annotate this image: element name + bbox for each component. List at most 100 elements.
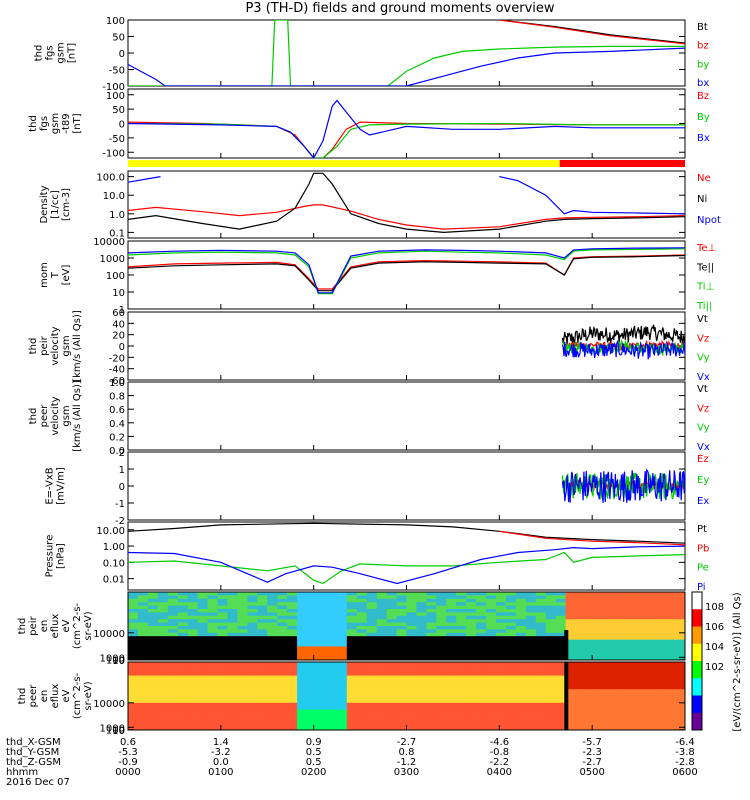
series-density-Npot xyxy=(128,176,685,215)
peir-velocity-ylabel-line: velocity xyxy=(50,326,61,365)
x-axis-value: 0600 xyxy=(672,767,697,778)
peir-velocity-ytick-label: 0 xyxy=(119,342,125,353)
x-axis-value: -3.2 xyxy=(211,747,231,758)
density-frame xyxy=(127,170,686,239)
legend-density-2: Npot xyxy=(697,215,721,226)
legend-peer-velocity-3: Vx xyxy=(697,442,710,453)
peer-velocity-ytick-label: 0.6 xyxy=(109,405,125,416)
panel-temperature: 10000 1000 100 10 1 mom T [eV] Te⊥ Te|| Ti⊥ Ti|| xyxy=(39,237,716,316)
pressure-ytick-label: 0.01 xyxy=(103,575,125,586)
x-axis-value: 0.0 xyxy=(213,757,229,768)
efield-series xyxy=(561,468,685,503)
colorbar-tick-label: 108 xyxy=(705,602,724,613)
colorbar-tick-label: 104 xyxy=(705,642,724,653)
fgs-SM-ylabel-line: gsm xyxy=(50,113,61,134)
legend-density-1: Ni xyxy=(697,194,707,205)
peir-velocity-ylabel-line: thd xyxy=(28,338,39,355)
x-axis-value: -2.7 xyxy=(582,757,602,768)
peir-velocity-ylabel-line: gsm xyxy=(61,335,72,356)
x-axis-value: 0500 xyxy=(579,767,604,778)
peer-velocity-ylabel-line: thd xyxy=(28,408,39,425)
panel-density: 100.0 10.0 1.0 0.1 Density [1/cc] [cm-3] Ne Ni Np… xyxy=(39,170,721,239)
peer-velocity-ytick-label: 0.8 xyxy=(109,392,125,403)
legend-pressure-0: Pt xyxy=(697,524,707,535)
density-ytick-label: 100.0 xyxy=(96,173,125,184)
series-peir-velocity-Vx xyxy=(561,339,685,360)
legend-peer-velocity-1: Vz xyxy=(697,403,709,414)
pressure-ylabel-line: Pressure xyxy=(45,535,56,578)
peer-spectrogram-ylabel-line: sr-eV) xyxy=(83,681,94,710)
colorbar-tick-label: 106 xyxy=(705,622,724,633)
x-axis-value: -3.8 xyxy=(675,747,695,758)
peir-spectrogram-ytick-label: 10 xyxy=(112,656,125,667)
peir-spectrogram-ylabel-line: en xyxy=(39,620,50,633)
legend-peir-velocity-1: Vz xyxy=(697,333,709,344)
density-ylabel-line: [1/cc] xyxy=(50,190,61,219)
temperature-ylabel-line: [eV] xyxy=(61,265,72,286)
legend-efield-2: Ex xyxy=(697,496,709,507)
series-peir-velocity-Vt xyxy=(561,324,685,346)
peir-velocity-series xyxy=(561,324,685,360)
peer-spectrogram-ytick-label: 10 xyxy=(112,726,125,737)
series-fgs-SM-Bx xyxy=(128,99,685,158)
series-fgs-bz xyxy=(499,20,685,45)
colorbar-label: [eV/(cm^2-s-sr-eV)] (All Qs) xyxy=(732,592,743,731)
figure-title: P3 (TH-D) fields and ground moments over… xyxy=(245,1,554,16)
x-axis-value: -0.8 xyxy=(490,747,510,758)
efield-ytick-label: 1 xyxy=(119,465,125,476)
fgs-ylabel-line: gsm xyxy=(56,42,67,63)
peer-velocity-ytick-label: 1.0 xyxy=(109,378,125,389)
temperature-ylabel-line: T xyxy=(50,271,61,279)
peer-spectrogram-ylabel-line: (cm^2-s- xyxy=(72,672,83,719)
peer-velocity-ylabel-line: [km/s (All Qs)] xyxy=(72,380,83,452)
peir-spectrogram-gap-marker xyxy=(564,630,569,660)
legend-fgs-3: bx xyxy=(697,78,709,89)
efield-ytick-label: -2 xyxy=(115,516,125,527)
series-fgs-SM-By xyxy=(128,122,685,158)
fgs-SM-ytick-label: 100 xyxy=(106,91,125,102)
peir-spectrogram-ytick-label: 100 xyxy=(106,656,125,667)
legend-temperature-2: Ti⊥ xyxy=(696,282,714,293)
x-axis-value: 0200 xyxy=(301,767,326,778)
peer-spectrogram-ylabel-line: eflux xyxy=(50,684,61,709)
series-temperature-Te|| xyxy=(128,254,685,292)
fgs-ytick-label: 0 xyxy=(119,49,125,60)
density-series xyxy=(128,172,685,234)
colorbar-segment xyxy=(692,661,702,679)
x-axis-value: -5.7 xyxy=(582,737,602,748)
peir-spectrogram-ytick-label: 10000 xyxy=(93,629,125,640)
legend-fgs-SM-1: By xyxy=(697,112,710,123)
legend-peir-velocity-3: Vx xyxy=(697,372,710,383)
x-axis-value: -4.6 xyxy=(490,737,510,748)
pressure-ytick-label: 0.10 xyxy=(103,558,125,569)
fgs-frame xyxy=(127,19,686,87)
x-axis-value: 0000 xyxy=(115,767,140,778)
peer-spectrogram-ylabel-line: peer xyxy=(28,684,39,708)
fgs-SM-ytick-label: 50 xyxy=(112,105,125,116)
peir-spectrogram-ylabel-line: eV xyxy=(61,619,72,632)
fgs-ytick-label: -50 xyxy=(109,66,125,77)
efield-ylabel-line: E=-VxB xyxy=(45,467,56,504)
colorbar-frame xyxy=(691,591,703,731)
x-axis-value: 0.8 xyxy=(399,747,415,758)
peer-velocity-ylabel-line: velocity xyxy=(50,396,61,435)
series-density-Ni xyxy=(128,172,685,234)
pressure-ytick-label: 10.00 xyxy=(96,526,125,537)
x-axis-value: 0.6 xyxy=(120,737,136,748)
series-temperature-Te⊥ xyxy=(128,254,685,290)
fgs-SM-ylabel-line: -t89 xyxy=(61,113,72,133)
peir-velocity-ylabel-line: [km/s (All Qs)] xyxy=(72,310,83,382)
peir-velocity-ylabel-line: peir xyxy=(39,335,50,355)
peir-spectrogram-ylabel-line: (cm^2-s- xyxy=(72,602,83,649)
fgs-series xyxy=(128,20,685,86)
fgs-ytick-label: 100 xyxy=(106,16,125,27)
legend-density-0: Ne xyxy=(697,173,711,184)
series-temperature-Ti|| xyxy=(128,247,685,294)
legend-pressure-3: Pi xyxy=(697,582,706,593)
peer-velocity-ylabel-line: gsm xyxy=(61,405,72,426)
pressure-series xyxy=(128,522,685,585)
legend-temperature-1: Te|| xyxy=(696,262,714,273)
x-axis-value: -2.2 xyxy=(490,757,510,768)
x-axis-value: 0.9 xyxy=(306,737,322,748)
